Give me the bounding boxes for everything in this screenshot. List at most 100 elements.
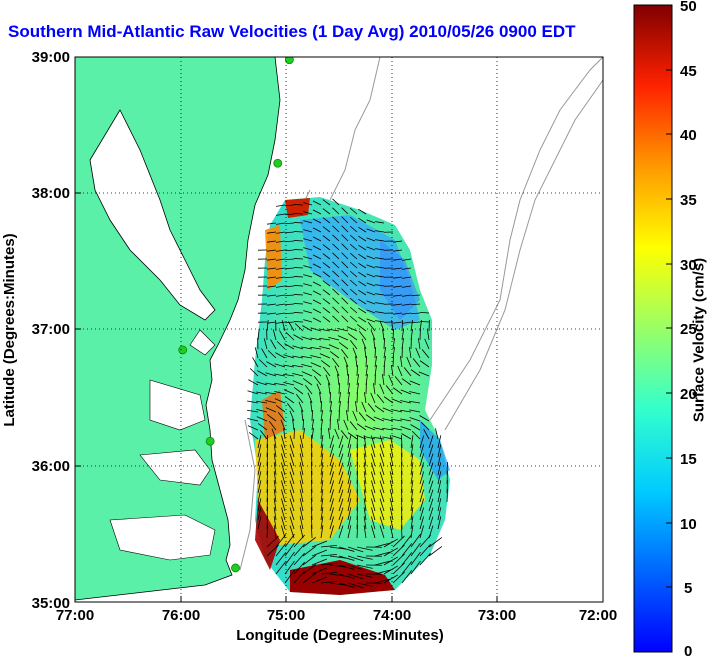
velocity-vector — [349, 288, 358, 296]
velocity-vector — [322, 271, 331, 278]
velocity-vector — [397, 365, 403, 377]
velocity-vector — [415, 347, 421, 359]
velocity-vector — [410, 369, 421, 377]
velocity-vector — [320, 516, 324, 530]
velocity-vector — [401, 524, 403, 539]
velocity-vector — [292, 419, 295, 431]
velocity-vector — [358, 235, 367, 242]
velocity-vector — [320, 480, 324, 494]
velocity-vector — [276, 276, 286, 279]
velocity-vector — [370, 525, 376, 539]
velocity-vector — [277, 412, 286, 422]
velocity-vector — [329, 453, 334, 467]
velocity-vector — [389, 480, 394, 494]
velocity-vector — [383, 337, 385, 350]
velocity-vector — [266, 515, 269, 530]
velocity-vector — [366, 264, 376, 269]
velocity-vector — [312, 272, 322, 278]
velocity-vector — [358, 253, 367, 260]
velocity-vector — [409, 400, 421, 404]
velocity-vector — [437, 453, 442, 467]
velocity-vector — [268, 421, 277, 431]
velocity-vector — [347, 546, 364, 553]
velocity-vector — [293, 231, 304, 233]
velocity-vector — [312, 227, 322, 233]
velocity-vector — [419, 435, 425, 449]
velocity-vector — [402, 276, 412, 279]
velocity-vector — [375, 320, 385, 323]
velocity-vector — [322, 280, 331, 287]
velocity-vector — [365, 414, 376, 422]
velocity-vector — [329, 546, 346, 550]
velocity-vector — [273, 471, 277, 485]
velocity-vector — [303, 283, 313, 287]
velocity-vector — [322, 307, 331, 314]
velocity-vector — [276, 249, 286, 252]
velocity-vector — [322, 226, 331, 233]
velocity-vector — [322, 298, 331, 305]
velocity-vector — [366, 255, 376, 260]
velocity-vector — [276, 303, 286, 306]
velocity-vector — [419, 311, 430, 314]
y-tick-label: 39:00 — [32, 49, 70, 66]
velocity-vector — [374, 560, 391, 566]
velocity-vector — [356, 423, 367, 431]
velocity-vector — [370, 489, 376, 503]
velocity-vector — [312, 209, 322, 215]
velocity-vector — [375, 275, 385, 278]
velocity-vector — [375, 311, 385, 314]
velocity-vector — [273, 444, 277, 458]
velocity-vector — [320, 498, 324, 512]
velocity-vector — [389, 489, 394, 503]
velocity-vector — [370, 453, 376, 467]
velocity-vector — [437, 516, 442, 530]
velocity-vector — [374, 551, 391, 557]
velocity-vector — [379, 507, 385, 521]
station-marker — [178, 345, 188, 355]
velocity-vector — [276, 222, 286, 225]
velocity-vector — [356, 461, 358, 476]
velocity-vector — [275, 561, 287, 575]
velocity-vector — [266, 488, 269, 503]
velocity-vector — [302, 418, 304, 431]
velocity-vector — [375, 266, 385, 269]
velocity-vector — [298, 401, 304, 413]
velocity-vector — [299, 453, 304, 467]
velocity-vector — [347, 516, 352, 530]
velocity-vector — [312, 290, 322, 296]
velocity-vector — [310, 362, 322, 368]
velocity-vector — [349, 225, 358, 233]
velocity-vector — [383, 547, 399, 557]
velocity-vector — [347, 333, 358, 341]
velocity-vector — [289, 444, 295, 458]
velocity-vector — [284, 321, 295, 324]
x-tick-label: 76:00 — [162, 607, 200, 624]
velocity-vector — [391, 398, 403, 404]
velocity-vector — [379, 444, 385, 458]
velocity-vector — [358, 244, 367, 251]
velocity-vector — [419, 516, 425, 530]
velocity-vector — [401, 329, 405, 341]
velocity-vector — [336, 419, 340, 431]
velocity-vector — [302, 555, 317, 566]
velocity-vector — [271, 428, 277, 440]
velocity-vector — [302, 564, 317, 575]
velocity-vector — [265, 382, 277, 386]
velocity-vector — [322, 253, 331, 260]
velocity-vector — [284, 542, 295, 557]
velocity-vector — [366, 228, 376, 233]
velocity-vector — [376, 394, 385, 404]
colorbar-label: Surface Velocity (cm/s) — [690, 257, 708, 423]
velocity-vector — [299, 507, 304, 521]
velocity-vector — [428, 471, 434, 485]
velocity-vector — [263, 338, 268, 350]
velocity-vector — [356, 364, 358, 377]
velocity-vector — [370, 471, 376, 485]
velocity-vector — [364, 436, 376, 440]
velocity-vector — [327, 428, 331, 440]
velocity-vector — [352, 410, 358, 422]
velocity-vector — [257, 435, 262, 449]
velocity-vector — [409, 409, 421, 413]
velocity-vector — [307, 392, 313, 404]
velocity-vector — [320, 580, 337, 584]
